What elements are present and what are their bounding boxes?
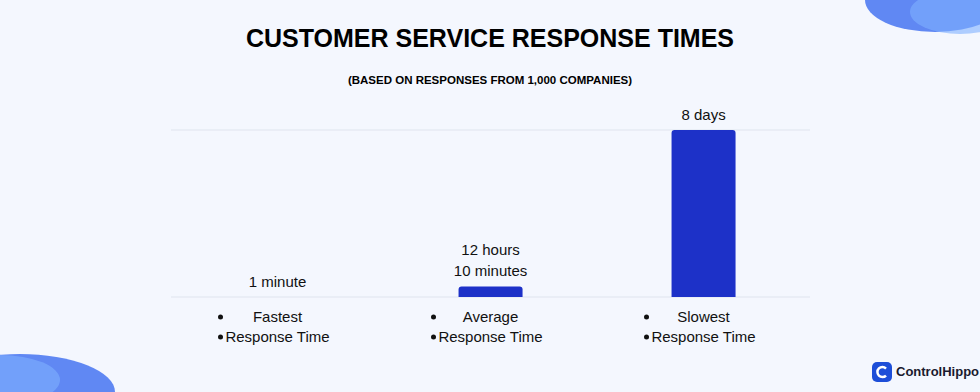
html-text:(BASED ON RESPONSES FROM 1,000: (BASED ON RESPONSES FROM 1,000 COMPANIES…	[347, 74, 633, 86]
html-text:CUSTOMER SERVICE RESPONSE TIME: CUSTOMER SERVICE RESPONSE TIMES	[246, 24, 734, 52]
svg-text:Average: Average	[463, 308, 519, 325]
svg-text:Response Time: Response Time	[651, 328, 755, 345]
svg-text:8 days: 8 days	[681, 106, 725, 123]
html-text:ControlHippo: ControlHippo	[896, 364, 979, 379]
svg-text:Fastest: Fastest	[253, 308, 303, 325]
svg-text:Response Time: Response Time	[438, 328, 542, 345]
svg-text:Slowest: Slowest	[677, 308, 730, 325]
svg-text:Response Time: Response Time	[225, 328, 329, 345]
svg-text:1 minute: 1 minute	[249, 273, 307, 290]
svg-text:10 minutes: 10 minutes	[454, 262, 527, 279]
svg-text:12 hours: 12 hours	[461, 241, 519, 258]
